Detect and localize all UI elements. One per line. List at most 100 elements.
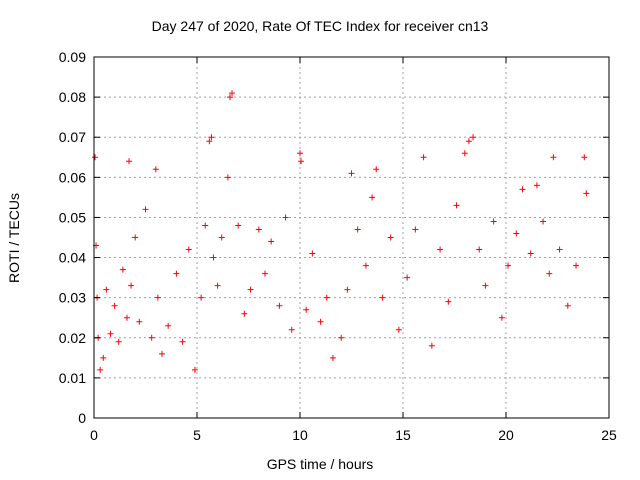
x-tick-label: 25: [601, 427, 617, 443]
data-point: [498, 314, 505, 321]
data-point: [519, 186, 526, 193]
data-point: [136, 318, 143, 325]
data-point: [97, 366, 104, 373]
data-point: [224, 174, 231, 181]
data-point: [540, 218, 547, 225]
y-tick-label: 0.04: [59, 250, 86, 266]
data-point: [241, 310, 248, 317]
data-point: [303, 306, 310, 313]
data-point: [445, 298, 452, 305]
data-point: [191, 366, 198, 373]
data-point: [513, 230, 520, 237]
axis-ticks: 0 0.01 0.02 0.03 0.04 0.05 0.06 0.07 0.08 0.09 0 5 1…: [59, 49, 617, 443]
data-point: [412, 226, 419, 233]
data-point: [546, 270, 553, 277]
data-point: [329, 354, 336, 361]
grid-lines: [94, 57, 609, 418]
data-point: [354, 226, 361, 233]
data-point: [533, 182, 540, 189]
y-tick-label: 0: [78, 410, 86, 426]
data-point: [226, 94, 233, 101]
y-tick-label: 0.07: [59, 129, 86, 145]
data-point: [297, 150, 303, 157]
data-point: [92, 154, 99, 161]
data-point: [573, 262, 580, 269]
data-point: [476, 246, 483, 253]
data-point: [404, 274, 411, 281]
data-point: [268, 238, 275, 245]
data-point: [482, 282, 489, 289]
data-point: [298, 158, 305, 165]
data-point: [428, 342, 435, 349]
y-tick-label: 0.01: [59, 370, 86, 386]
data-point: [247, 286, 254, 293]
y-tick-label: 0.05: [59, 209, 86, 225]
data-point: [148, 334, 155, 341]
data-point: [338, 334, 345, 341]
plot-frame: [93, 56, 610, 419]
data-point: [100, 354, 107, 361]
data-point: [379, 294, 386, 301]
data-point: [132, 234, 139, 241]
data-point: [210, 254, 217, 261]
x-tick-label: 5: [193, 427, 201, 443]
data-point: [185, 246, 192, 253]
data-point: [202, 222, 209, 229]
x-tick-label: 20: [498, 427, 514, 443]
data-point: [111, 302, 118, 309]
data-point: [556, 246, 563, 253]
data-point: [158, 350, 165, 357]
data-point: [373, 166, 380, 173]
data-point: [165, 322, 172, 329]
data-point: [198, 294, 205, 301]
y-tick-label: 0.06: [59, 169, 86, 185]
x-axis-label: GPS time / hours: [266, 456, 374, 472]
data-point: [362, 262, 369, 269]
data-point: [581, 154, 588, 161]
data-points: [92, 90, 590, 373]
x-tick-label: 15: [395, 427, 411, 443]
data-point: [179, 338, 186, 345]
data-point: [420, 154, 427, 161]
data-point: [128, 282, 135, 289]
data-point: [550, 154, 557, 161]
data-point: [126, 158, 133, 165]
y-tick-label: 0.09: [59, 49, 86, 65]
data-point: [437, 246, 444, 253]
x-tick-label: 10: [292, 427, 308, 443]
data-point: [107, 330, 114, 337]
data-point: [282, 214, 289, 221]
data-point: [208, 134, 215, 141]
data-point: [490, 218, 497, 225]
data-point: [173, 270, 180, 277]
data-point: [152, 166, 159, 173]
data-point: [369, 194, 376, 201]
data-point: [465, 138, 472, 145]
data-point: [218, 234, 225, 241]
data-point: [229, 90, 236, 97]
data-point: [255, 226, 262, 233]
data-point: [214, 282, 221, 289]
data-point: [453, 202, 460, 209]
data-point: [154, 294, 161, 301]
data-point: [583, 190, 590, 197]
data-point: [395, 326, 402, 333]
data-point: [348, 170, 355, 177]
y-tick-label: 0.03: [59, 290, 86, 306]
data-point: [103, 286, 110, 293]
data-point: [115, 338, 122, 345]
data-point: [261, 270, 268, 277]
data-point: [470, 134, 477, 141]
data-point: [235, 222, 242, 229]
data-point: [564, 302, 571, 309]
data-point: [505, 262, 512, 269]
y-tick-label: 0.08: [59, 89, 86, 105]
data-point: [288, 326, 295, 333]
data-point: [119, 266, 126, 273]
data-point: [461, 150, 468, 157]
data-point: [317, 318, 324, 325]
data-point: [309, 250, 316, 257]
y-tick-label: 0.02: [59, 330, 86, 346]
data-point: [527, 250, 534, 257]
